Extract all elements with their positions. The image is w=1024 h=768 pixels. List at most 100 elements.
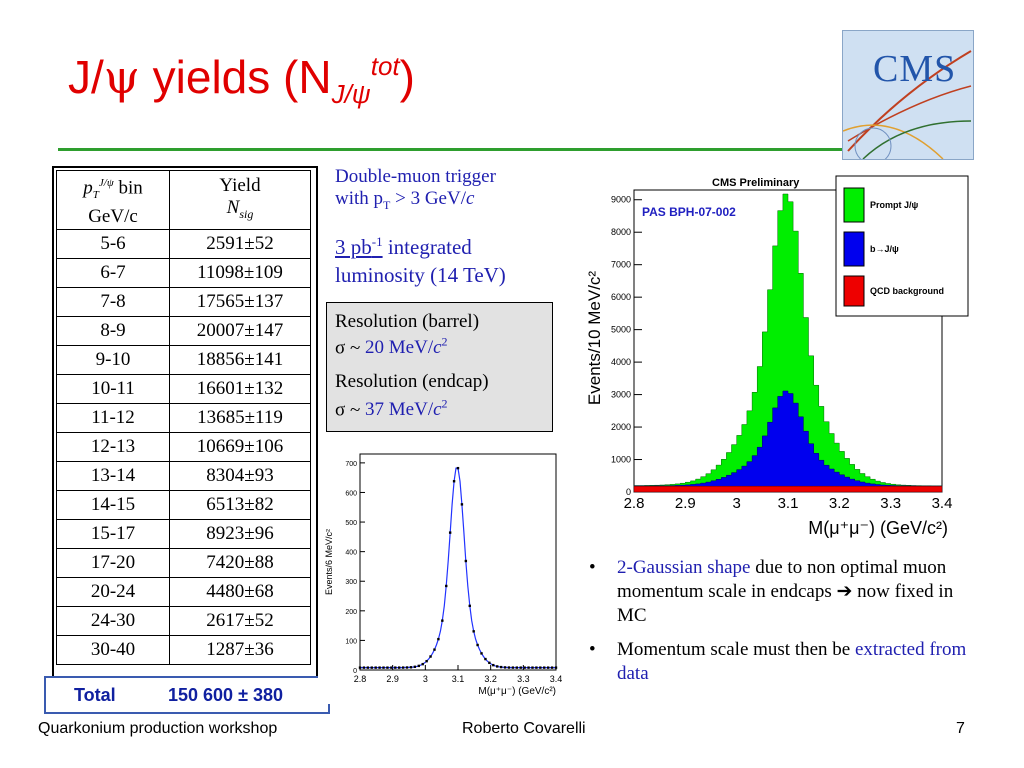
table-row: 6-7 11098±109 (56, 258, 311, 288)
data-point (523, 666, 526, 669)
prompt-jpsi-histogram (633, 193, 943, 493)
y-tick-label: 600 (345, 490, 357, 497)
bullet-item: • 2-Gaussian shape due to non optimal muo… (589, 557, 954, 626)
plot-header: CMS Preliminary (712, 177, 800, 189)
bin-cell: 15-17 (56, 519, 170, 549)
table-row: 13-14 8304±93 (56, 461, 311, 491)
yield-cell: 20007±147 (169, 316, 311, 346)
yield-cell: 1287±36 (169, 635, 311, 665)
data-point (417, 664, 420, 668)
total-value: 150 600 ± 380 (168, 685, 283, 705)
bin-cell: 6-7 (56, 258, 170, 288)
bin-cell: 20-24 (56, 577, 170, 607)
bin-cell: 7-8 (56, 287, 170, 317)
header-yield: Yield Nsig (169, 170, 311, 230)
table-row: 11-12 13685±119 (56, 403, 311, 433)
data-point (543, 666, 546, 669)
title-divider (58, 148, 848, 151)
data-point (460, 503, 464, 506)
data-point (550, 666, 554, 669)
data-point (433, 648, 436, 651)
table-header-row: pTJ/ψ bin GeV/c Yield Nsig (56, 170, 311, 230)
table-row: 14-15 6513±82 (56, 490, 311, 520)
page-number: 7 (956, 720, 965, 737)
bin-cell: 8-9 (56, 316, 170, 346)
b-to-jpsi-histogram (633, 390, 943, 493)
bin-cell: 9-10 (56, 345, 170, 375)
y-tick-label: 200 (345, 609, 357, 616)
data-point (405, 666, 409, 669)
table-row: 9-10 18856±141 (56, 345, 311, 375)
table-row: 10-11 16601±132 (56, 374, 311, 404)
footer-center: Roberto Covarelli (462, 720, 586, 737)
data-point (464, 559, 468, 563)
legend: Prompt J/ψ b→J/ψ QCD background (835, 175, 969, 317)
y-tick-label: 100 (345, 638, 357, 645)
mass-spectrum-plot: CMS Preliminary 2.8 2.9 3 3.1 3.2 3.3 3.4 0 1000… (572, 168, 972, 548)
x-tick-label: 3.4 (932, 495, 953, 512)
resolution-endcap-label: Resolution (endcap) (335, 371, 489, 392)
x-tick-label: 2.9 (386, 674, 399, 684)
yield-cell: 16601±132 (169, 374, 311, 404)
x-tick-label: 2.8 (624, 495, 645, 512)
data-point (394, 666, 397, 669)
data-point (480, 652, 483, 655)
legend-b: b→J/ψ (870, 244, 899, 254)
x-tick-label: 3.2 (829, 495, 850, 512)
bin-cell: 11-12 (56, 403, 170, 433)
data-point (456, 466, 460, 470)
data-point (468, 604, 471, 608)
x-tick-label: 3.3 (880, 495, 901, 512)
data-point (401, 666, 405, 669)
y-tick-label: 6000 (611, 292, 631, 302)
y-axis-label: Events/6 MeV/c² (324, 529, 334, 595)
y-tick-label: 7000 (611, 260, 631, 270)
yield-cell: 8923±96 (169, 519, 311, 549)
x-tick-label: 3.1 (452, 674, 465, 684)
data-point (452, 480, 456, 483)
x-tick-label: 3.2 (484, 674, 497, 684)
header-bin: pTJ/ψ bin GeV/c (56, 170, 170, 230)
data-point (472, 630, 475, 633)
yield-cell: 10669±106 (169, 432, 311, 462)
data-point (499, 665, 503, 669)
y-tick-label: 3000 (611, 390, 631, 400)
legend-swatch-prompt (843, 187, 865, 223)
y-tick-label: 700 (345, 461, 357, 468)
yield-cell: 17565±137 (169, 287, 311, 317)
data-point (492, 663, 495, 667)
data-point (554, 666, 558, 669)
legend-qcd: QCD background (870, 286, 944, 296)
bin-cell: 13-14 (56, 461, 170, 491)
table-row: 17-20 7420±88 (56, 548, 311, 578)
data-point (425, 659, 428, 663)
table-row: 12-13 10669±106 (56, 432, 311, 462)
y-tick-label: 500 (345, 520, 357, 527)
data-point (507, 666, 511, 669)
x-tick-label: 3.4 (550, 674, 563, 684)
data-point (546, 666, 550, 669)
y-tick-label: 2000 (611, 422, 631, 432)
bin-cell: 24-30 (56, 606, 170, 636)
resolution-barrel-value: σ ~ 20 MeV/c2 (335, 335, 448, 359)
bullet-list: • 2-Gaussian shape due to non optimal muo… (585, 556, 985, 696)
data-point (519, 666, 522, 669)
plot-frame (359, 453, 557, 671)
total-label: Total (74, 685, 116, 705)
legend-swatch-qcd (843, 275, 865, 307)
resolution-box: Resolution (barrel) σ ~ 20 MeV/c2 Resolu… (326, 302, 553, 432)
y-tick-label: 0 (353, 668, 357, 675)
x-axis-label: M(μ⁺μ⁻) (GeV/c²) (478, 686, 556, 697)
x-tick-label: 3 (423, 674, 428, 684)
data-point (527, 666, 530, 669)
table-row: 20-24 4480±68 (56, 577, 311, 607)
luminosity-text: 3 pb-1 integrated luminosity (14 TeV) (335, 234, 506, 287)
gaussian-fit-curve (360, 467, 556, 669)
data-point (503, 666, 507, 669)
data-point (531, 666, 534, 669)
data-point (515, 666, 518, 669)
y-tick-label: 400 (345, 550, 357, 557)
data-point (476, 643, 479, 647)
table-row: 5-6 2591±52 (56, 229, 311, 259)
bin-cell: 17-20 (56, 548, 170, 578)
